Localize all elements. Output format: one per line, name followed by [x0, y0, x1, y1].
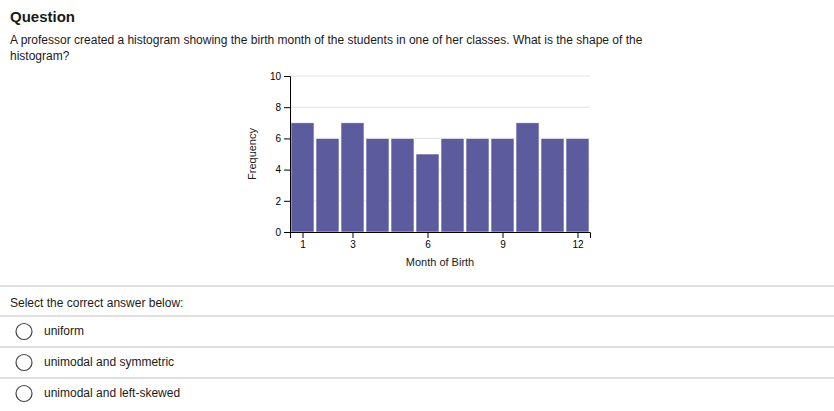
tick: 6	[425, 232, 431, 250]
page: Question A professor created a histogram …	[0, 0, 834, 411]
bar	[466, 138, 489, 232]
bar	[366, 138, 389, 232]
tick: 12	[572, 232, 584, 250]
tick-mark	[503, 232, 504, 238]
divider	[0, 347, 834, 348]
tick: 9	[500, 232, 506, 250]
answer-text[interactable]: uniform	[44, 324, 84, 338]
tick-mark	[578, 232, 579, 238]
tick-label: 9	[500, 239, 506, 250]
bar	[441, 138, 464, 232]
x-axis-title: Month of Birth	[406, 256, 474, 268]
tick: 4	[275, 164, 290, 175]
tick: 2	[275, 196, 290, 207]
tick: 1	[300, 232, 306, 250]
tick-mark	[428, 232, 429, 238]
tick-mark	[284, 232, 290, 233]
bar	[491, 138, 514, 232]
axis-line	[284, 77, 291, 233]
divider	[0, 378, 834, 379]
question-text: histogram?	[10, 49, 70, 63]
question-text: Select the correct answer below:	[10, 296, 183, 310]
tick: 0	[275, 227, 290, 238]
tick-mark	[284, 170, 290, 171]
radio-button[interactable]	[16, 355, 32, 371]
answer-choice[interactable]: unimodal and symmetric	[16, 355, 174, 371]
tick-mark	[284, 138, 290, 139]
bar	[316, 138, 339, 232]
bars	[291, 123, 589, 232]
divider	[0, 316, 834, 317]
tick-label: 2	[275, 196, 281, 207]
answer-text[interactable]: unimodal and left-skewed	[44, 386, 180, 400]
bar	[416, 154, 439, 232]
tick-label: 12	[572, 239, 584, 250]
tick-label: 4	[275, 164, 281, 175]
y-axis-title: Frequency	[246, 128, 258, 180]
tick-label: 3	[350, 239, 356, 250]
bar	[541, 138, 564, 232]
bar	[391, 138, 414, 232]
tick-label: 8	[275, 102, 281, 113]
tick: 3	[350, 232, 356, 250]
bar	[291, 123, 314, 232]
header: Question	[10, 8, 75, 25]
radio-button[interactable]	[16, 386, 32, 402]
bar	[341, 123, 364, 232]
answer-choice[interactable]: uniform	[16, 324, 84, 340]
tick-mark	[284, 107, 290, 108]
grid-line	[290, 76, 590, 77]
axis-line	[291, 233, 591, 239]
tick-label: 10	[270, 71, 282, 82]
bar	[516, 123, 539, 232]
x-axis: 1 3 6 9 12	[291, 232, 591, 250]
tick: 6	[275, 133, 290, 144]
tick-mark	[284, 201, 290, 202]
question-text: A professor created a histogram showing …	[10, 33, 643, 47]
tick-label: 0	[275, 227, 281, 238]
tick-mark	[353, 232, 354, 238]
tick-label: 6	[275, 133, 281, 144]
tick-mark	[284, 76, 290, 77]
tick: 8	[275, 102, 290, 113]
y-axis: 0 2 4 6 8 10	[270, 71, 291, 238]
bar	[566, 138, 589, 232]
answer-text[interactable]: unimodal and symmetric	[44, 355, 174, 369]
tick-label: 1	[300, 239, 306, 250]
tick-mark	[303, 232, 304, 238]
radio-button[interactable]	[16, 324, 32, 340]
grid	[290, 76, 590, 232]
answer-choice[interactable]: unimodal and left-skewed	[16, 386, 180, 402]
tick: 10	[270, 71, 290, 82]
tick-label: 6	[425, 239, 431, 250]
grid-line	[290, 107, 590, 108]
divider	[0, 286, 834, 287]
